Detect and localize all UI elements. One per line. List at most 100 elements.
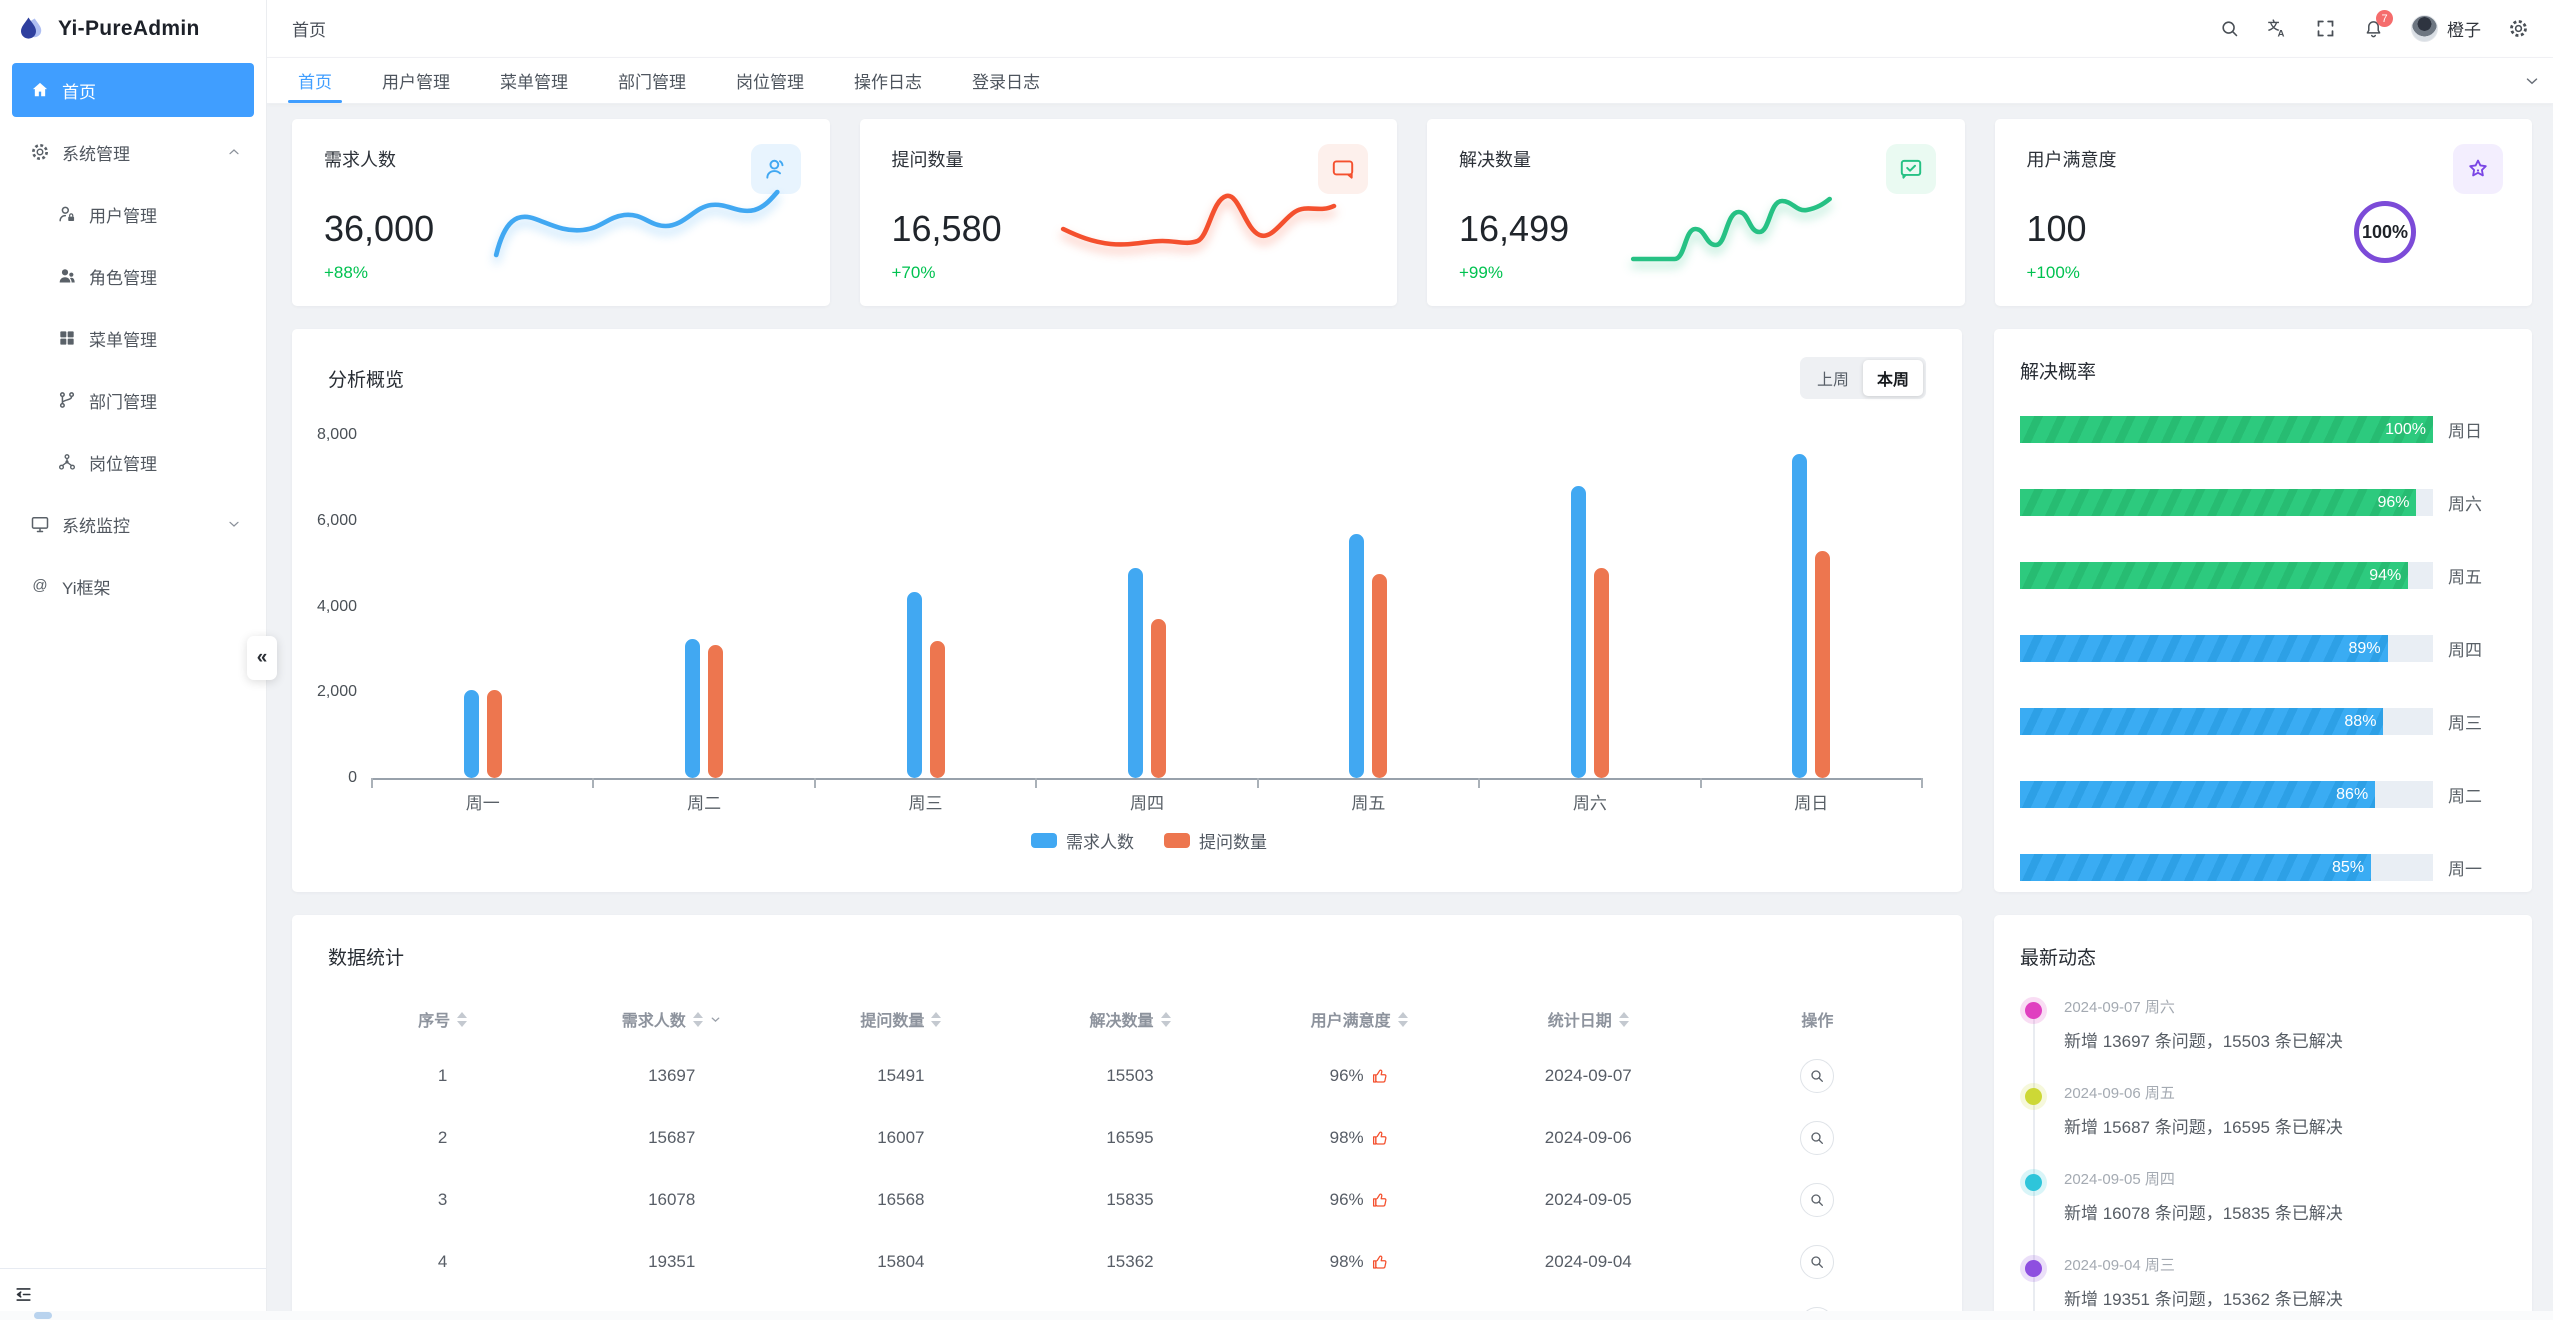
column-label: 提问数量 xyxy=(860,1013,925,1030)
row-view-button[interactable] xyxy=(1800,1245,1835,1279)
tab-部门管理[interactable]: 部门管理 xyxy=(618,73,686,92)
legend-item-需求人数[interactable]: 需求人数 xyxy=(1031,828,1134,853)
solve-row-周二: 86% 周二 xyxy=(2020,781,2506,808)
sort-caret-icon[interactable] xyxy=(1160,1011,1171,1027)
column-label: 统计日期 xyxy=(1547,1013,1612,1030)
toggle-上周[interactable]: 上周 xyxy=(1803,360,1863,396)
column-label: 解决数量 xyxy=(1089,1013,1154,1030)
toggle-本周[interactable]: 本周 xyxy=(1862,360,1923,396)
stat-card-value: 16,580 xyxy=(891,208,1002,249)
sidebar-item-首页[interactable]: 首页 xyxy=(12,63,254,117)
fullscreen-icon[interactable] xyxy=(2315,18,2336,39)
sort-caret-icon[interactable] xyxy=(1618,1011,1629,1027)
scrollbar-thumb[interactable] xyxy=(34,1312,52,1319)
stat-card-value: 100 xyxy=(2026,208,2087,249)
x-axis-tick xyxy=(813,778,816,788)
satisfaction-percent: 96% xyxy=(1329,1066,1364,1085)
svg-text:文: 文 xyxy=(2268,18,2280,32)
cell-satisfaction: 96% xyxy=(1245,1169,1474,1231)
row-view-button[interactable] xyxy=(1800,1183,1835,1217)
timeline-item: 2024-09-07 周六 新增 13697 条问题，15503 条已解决 xyxy=(2020,996,2506,1052)
user-menu[interactable]: 橙子 xyxy=(2411,15,2481,42)
search-icon[interactable] xyxy=(2219,18,2240,39)
progress-day-label: 周二 xyxy=(2448,787,2482,806)
legend-item-提问数量[interactable]: 提问数量 xyxy=(1164,828,1267,853)
activity-timeline: 2024-09-07 周六 新增 13697 条问题，15503 条已解决 2024… xyxy=(2020,996,2506,1320)
timeline-text: 新增 16078 条问题，15835 条已解决 xyxy=(2064,1204,2343,1223)
legend-swatch xyxy=(1164,833,1190,848)
user-lock-icon xyxy=(57,204,77,224)
tab-登录日志[interactable]: 登录日志 xyxy=(972,73,1040,92)
stat-card-提问数量: 提问数量 16,580 +70% xyxy=(859,119,1397,306)
timeline-item: 2024-09-05 周四 新增 16078 条问题，15835 条已解决 xyxy=(2020,1168,2506,1224)
bar-需求人数 xyxy=(685,638,701,778)
x-axis-label-周日: 周日 xyxy=(1794,794,1829,813)
sort-caret-icon[interactable] xyxy=(457,1011,468,1027)
tab-首页[interactable]: 首页 xyxy=(284,58,346,103)
column-header-序号[interactable]: 序号 xyxy=(328,992,557,1045)
sidebar-item-label: 系统管理 xyxy=(62,144,130,164)
sidebar-item-菜单管理[interactable]: 菜单管理 xyxy=(12,311,254,365)
column-header-解决数量[interactable]: 解决数量 xyxy=(1015,992,1244,1045)
person-icon xyxy=(763,156,789,182)
tab-操作日志[interactable]: 操作日志 xyxy=(854,73,922,92)
tab-岗位管理[interactable]: 岗位管理 xyxy=(736,73,804,92)
tab-菜单管理[interactable]: 菜单管理 xyxy=(500,73,568,92)
table-row: 4 19351 15804 15362 98% 2024-09-04 xyxy=(328,1231,1932,1293)
tabbar-chevron-down-icon[interactable] xyxy=(2523,72,2541,90)
sidebar-item-岗位管理[interactable]: 岗位管理 xyxy=(12,435,254,489)
bar-group-周日 xyxy=(1701,435,1922,778)
x-axis-tick xyxy=(1035,778,1038,788)
bar-chart: 0 2,000 4,000 6,000 8,000 周一 周二 周三 周四 周五 周六 周日 xyxy=(317,426,1923,813)
filter-chevron-down-icon[interactable] xyxy=(709,1013,722,1026)
tab-用户管理[interactable]: 用户管理 xyxy=(382,73,450,92)
sort-caret-icon[interactable] xyxy=(931,1011,942,1027)
x-axis-tick xyxy=(592,778,595,788)
sidebar-item-用户管理[interactable]: 用户管理 xyxy=(12,187,254,241)
sidebar-item-部门管理[interactable]: 部门管理 xyxy=(12,373,254,427)
statistics-table: 序号 需求人数 提问数量 解决数量 用户满意度 统计日期 操作 1 13697 15491 155… xyxy=(328,992,1932,1320)
column-header-用户满意度[interactable]: 用户满意度 xyxy=(1245,992,1474,1045)
stat-card-title: 解决数量 xyxy=(1459,150,1531,170)
row-view-button[interactable] xyxy=(1800,1059,1835,1093)
cell-satisfaction: 98% xyxy=(1245,1107,1474,1169)
sidebar-item-角色管理[interactable]: 角色管理 xyxy=(12,249,254,303)
stat-card-解决数量: 解决数量 16,499 +99% xyxy=(1427,119,1965,306)
activity-title: 最新动态 xyxy=(2020,948,2097,969)
sort-caret-icon[interactable] xyxy=(1397,1011,1408,1027)
username: 橙子 xyxy=(2447,21,2481,40)
row-view-button[interactable] xyxy=(1800,1121,1835,1155)
stat-card-title: 提问数量 xyxy=(891,150,964,170)
cell-satisfaction: 98% xyxy=(1245,1231,1474,1293)
column-label: 需求人数 xyxy=(621,1013,686,1030)
menu-fold-icon[interactable] xyxy=(14,1285,33,1304)
svg-text:@: @ xyxy=(32,577,47,594)
progress-day-label: 周六 xyxy=(2448,495,2482,514)
column-header-提问数量[interactable]: 提问数量 xyxy=(786,992,1015,1045)
horizontal-scrollbar[interactable] xyxy=(0,1311,2553,1320)
column-header-统计日期[interactable]: 统计日期 xyxy=(1474,992,1703,1045)
sort-caret-icon[interactable] xyxy=(692,1011,703,1027)
cell-index: 1 xyxy=(437,1066,448,1085)
avatar[interactable] xyxy=(2411,15,2438,42)
sidebar-collapse-button[interactable]: « xyxy=(247,636,277,680)
sidebar-item-系统管理[interactable]: 系统管理 xyxy=(12,125,254,179)
column-header-需求人数[interactable]: 需求人数 xyxy=(557,992,786,1045)
cell-date: 2024-09-06 xyxy=(1544,1128,1632,1147)
settings-gear-icon[interactable] xyxy=(2508,18,2529,39)
chart-card-header: 分析概览 上周 本周 xyxy=(328,357,1926,399)
timeline-dot xyxy=(2025,1088,2042,1105)
satisfaction-value: 98% xyxy=(1330,1128,1389,1148)
column-header-操作: 操作 xyxy=(1703,992,1932,1045)
sidebar-item-系统监控[interactable]: 系统监控 xyxy=(12,497,254,551)
stat-card-title: 用户满意度 xyxy=(2026,150,2117,170)
sidebar-item-Yi框架[interactable]: @ Yi框架 xyxy=(12,559,254,613)
notifications-bell-icon[interactable]: 7 xyxy=(2363,10,2393,39)
cell-satisfaction: 96% xyxy=(1245,1045,1474,1107)
progress-fill: 100% xyxy=(2020,416,2433,443)
bar-提问数量 xyxy=(1150,619,1166,778)
cell-questions: 15491 xyxy=(877,1066,925,1085)
